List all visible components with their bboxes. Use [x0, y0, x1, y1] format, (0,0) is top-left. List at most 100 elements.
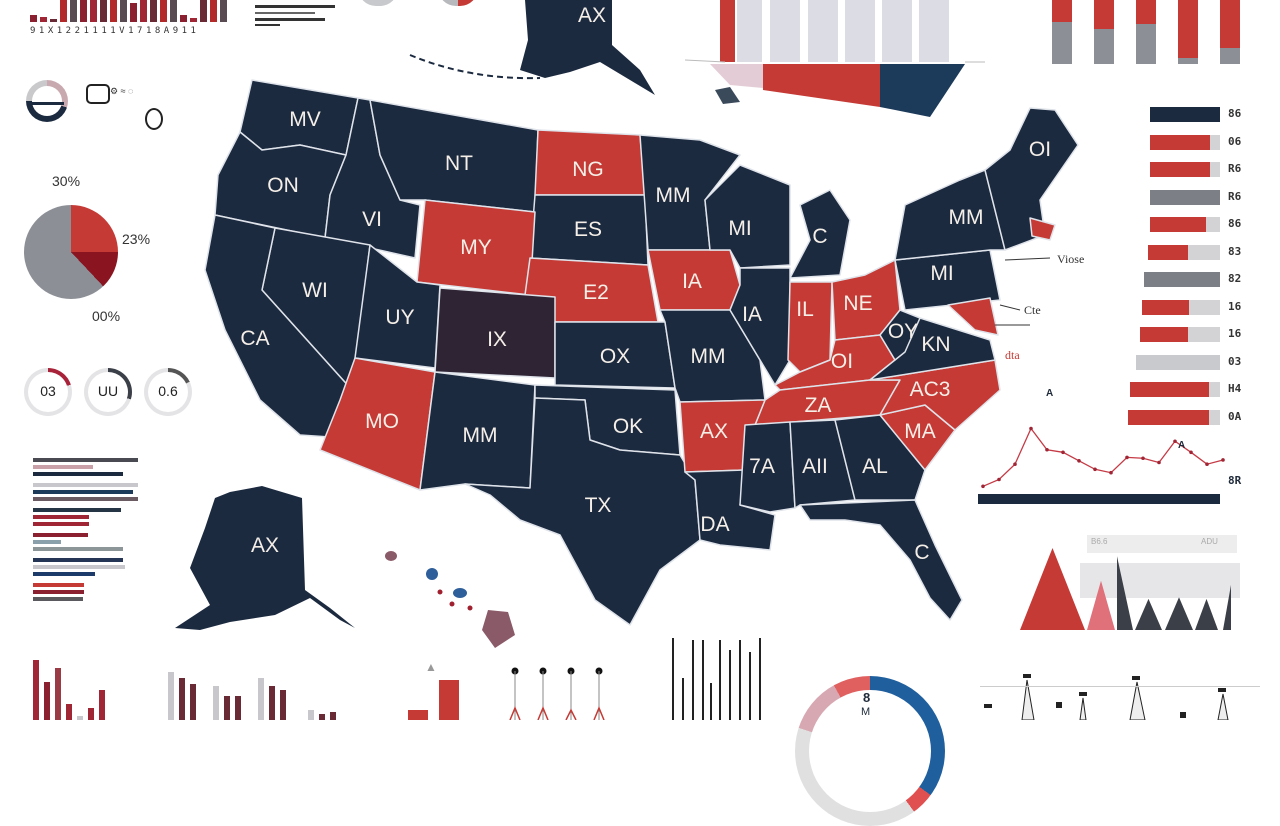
stacked-bar [1178, 0, 1198, 64]
state-label: NE [843, 292, 873, 315]
legend-line [33, 558, 123, 562]
bar [99, 689, 105, 720]
state-ma-red [1029, 217, 1056, 241]
donut-center-bottom: M [861, 706, 871, 718]
bar [224, 696, 230, 720]
triangle-header-2: ADU [1201, 537, 1218, 546]
legend-line [33, 540, 61, 544]
bar [280, 689, 286, 720]
gauge-value: 03 [40, 383, 56, 399]
bar-value: 03 [1228, 354, 1242, 368]
state-label: AX [577, 4, 606, 27]
legend-line [33, 472, 123, 476]
legend-line [33, 465, 93, 469]
state-label: OX [599, 345, 631, 368]
state-label: MI [728, 217, 752, 240]
state-label: C [812, 225, 828, 248]
legend-line [33, 483, 138, 487]
legend-line [33, 458, 138, 462]
bar [269, 686, 275, 720]
bar [200, 0, 207, 22]
bar [439, 680, 459, 720]
callout-2: Cte [1024, 303, 1041, 317]
top-center-funnel-chart [685, 0, 985, 120]
us-map [175, 0, 1079, 648]
bar-row: 82 [1120, 272, 1280, 287]
state-label: 7A [749, 455, 775, 478]
bar [213, 686, 219, 720]
bar [408, 710, 428, 720]
state-label: KN [921, 333, 951, 356]
bar-row: 86 [1120, 217, 1280, 232]
bar-row: 16 [1120, 327, 1280, 342]
state-label: AX [699, 420, 728, 443]
peak-label-1: A [1046, 388, 1054, 399]
bar [66, 704, 72, 720]
state-label: OK [612, 415, 644, 438]
state-label: ES [573, 218, 602, 241]
bar-row: 0A [1120, 409, 1280, 425]
state-label: MA [904, 420, 936, 443]
right-horizontal-bar-chart: 86 06 R6 R6 86 83 82 16 16 03 H4 0A [1120, 107, 1280, 427]
state-label: IA [742, 303, 762, 326]
gauge-row: 03 UU 0.6 [24, 368, 204, 420]
state-label: IA [682, 270, 702, 293]
state-label: MO [365, 410, 399, 433]
bar-value: 0A [1228, 409, 1242, 423]
state-label: ON [267, 174, 299, 197]
legend-line [33, 547, 123, 551]
bar [168, 672, 174, 720]
top-legend-lines [255, 0, 340, 30]
camera-icon [86, 84, 110, 104]
bar [179, 678, 185, 720]
bar-value: R6 [1228, 189, 1242, 203]
legend-line [33, 590, 84, 594]
bar [190, 17, 197, 22]
bar [180, 15, 187, 22]
state-label: C [914, 541, 930, 564]
bar-row: 06 [1120, 134, 1280, 150]
state-tx [464, 397, 701, 626]
top-left-bar-chart: 91X1221111V1718A911 [30, 0, 230, 40]
state-mi-wi [704, 164, 791, 269]
bar-value: R6 [1228, 162, 1242, 175]
bar [330, 712, 336, 720]
state-label: AII [802, 455, 828, 478]
bar-value: 86 [1228, 217, 1242, 230]
state-label: MV [289, 108, 321, 131]
bar [60, 0, 67, 22]
gauge: UU [84, 368, 132, 416]
bar [55, 668, 61, 720]
bar [110, 0, 117, 22]
bar-value: H4 [1228, 382, 1242, 395]
left-horizontal-lines [33, 458, 143, 618]
state-ca [204, 214, 353, 439]
state-label: ZA [804, 394, 832, 417]
spike-chart [980, 672, 1280, 721]
bar [160, 0, 167, 22]
state-label: AL [862, 455, 888, 478]
state-label: OI [1028, 138, 1052, 161]
pie-label-top: 30% [52, 173, 81, 189]
legend-line [33, 533, 88, 537]
peak-label-2: A [1178, 440, 1186, 451]
bar-value: 86 [1228, 107, 1242, 120]
bar [100, 0, 107, 22]
state-aii [789, 419, 856, 509]
state-label: E2 [583, 281, 609, 304]
bar-value: 82 [1228, 272, 1242, 285]
legend-line [33, 497, 138, 501]
bottom-donut: 8 M [795, 676, 945, 826]
state-label: WI [302, 279, 328, 302]
bar [235, 696, 241, 720]
state-label: AX [250, 534, 279, 557]
state-kn [869, 317, 996, 381]
legend-line [33, 515, 89, 519]
bar-row: H4 [1120, 382, 1280, 397]
callout-3: dta [1005, 348, 1020, 362]
state-label: OY [887, 320, 919, 343]
pie-label-bottom: 00% [92, 308, 121, 324]
bar [70, 0, 77, 22]
bar [308, 710, 314, 720]
bottom-vertical-lines [668, 638, 768, 720]
